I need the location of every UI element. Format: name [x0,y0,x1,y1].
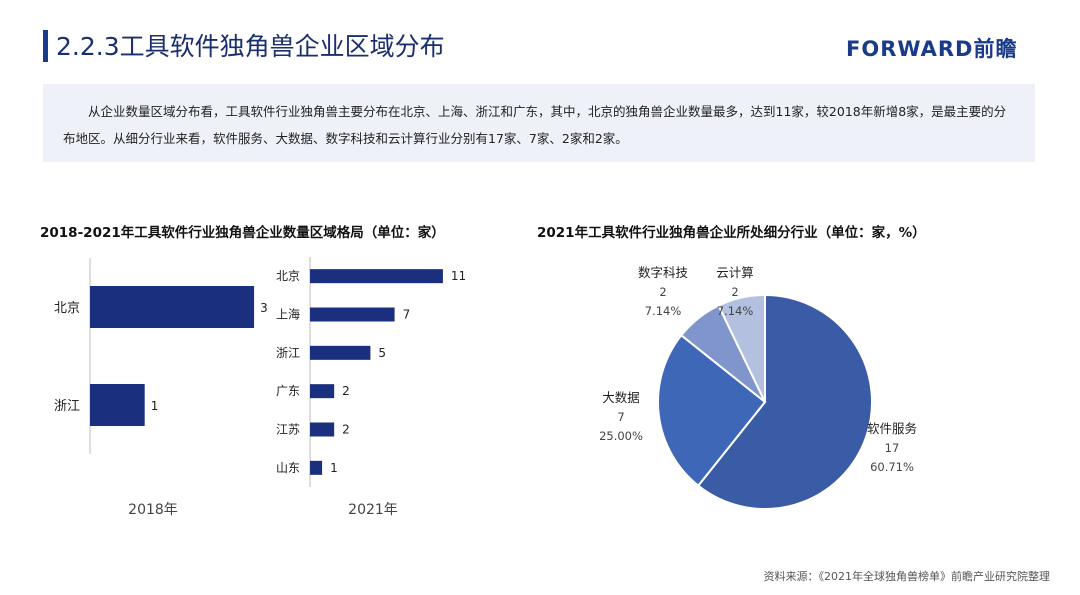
slice-percent-label: 25.00% [599,429,643,443]
bar-chart-2018: 北京 3 浙江 1 2018年 [54,258,268,518]
slice-value-label: 2 [659,285,666,299]
slice-value-label: 7 [617,410,624,424]
data-label: 1 [151,399,159,413]
slice-percent-label: 7.14% [717,304,754,318]
category-label: 山东 [276,461,300,475]
pie-slice-3 [717,293,766,403]
bar-2021-0 [310,269,443,284]
slice-name-label: 数字科技 [638,265,689,280]
category-label: 浙江 [54,399,80,414]
x-axis-label: 2021年 [348,502,398,518]
title-accent-bar [43,30,48,62]
category-label: 江苏 [276,423,300,437]
data-label: 11 [451,269,466,283]
slice-name-label: 软件服务 [867,421,917,436]
category-label: 北京 [276,269,300,283]
data-label: 1 [330,461,338,475]
data-label: 2 [342,384,350,398]
forward-logo: FORWARD前瞻 [846,37,1018,61]
category-label: 浙江 [276,346,300,360]
pie-chart-title: 2021年工具软件行业独角兽企业所处细分行业（单位：家，%） [537,225,926,241]
data-label: 3 [260,301,268,315]
x-axis-label: 2018年 [128,502,178,518]
bar-2021-3 [310,384,335,399]
slice-percent-label: 60.71% [870,460,914,474]
bar-2021-1 [310,307,395,322]
slice-percent-label: 7.14% [645,304,682,318]
summary-text: 从企业数量区域分布看，工具软件行业独角兽主要分布在北京、上海、浙江和广东，其中，… [63,104,1007,146]
bar-2018-0 [90,286,255,328]
data-label: 5 [378,346,386,360]
bar-2018-1 [90,384,145,426]
source-note: 资料来源：《2021年全球独角兽榜单》前瞻产业研究院整理 [763,570,1051,583]
slice-name-label: 云计算 [716,265,754,280]
category-label: 广东 [276,384,300,398]
bar-2021-5 [310,460,323,475]
data-label: 2 [342,423,350,437]
bar-2021-4 [310,422,335,437]
bar-2021-2 [310,345,371,360]
slice-value-label: 17 [885,441,900,455]
bar-chart-2021: 北京 11 上海 7 浙江 5 广东 2 江苏 2 山东 1 2021年 [276,257,466,518]
pie-slice-1 [657,333,767,488]
category-label: 上海 [276,307,300,322]
data-label: 7 [403,308,411,322]
bar-chart-title: 2018-2021年工具软件行业独角兽企业数量区域格局（单位：家） [40,225,445,241]
slice-value-label: 2 [731,285,738,299]
pie-slice-0 [696,293,873,510]
pie-chart: 软件服务 17 60.71% 大数据 7 25.00% 数字科技 2 7.14% 云计算 2 7.14… [599,265,917,510]
category-label: 北京 [54,301,80,316]
page-title: 2.2.3工具软件独角兽企业区域分布 [56,32,445,61]
slice-name-label: 大数据 [602,390,640,405]
summary-box: 从企业数量区域分布看，工具软件行业独角兽主要分布在北京、上海、浙江和广东，其中，… [43,84,1035,162]
